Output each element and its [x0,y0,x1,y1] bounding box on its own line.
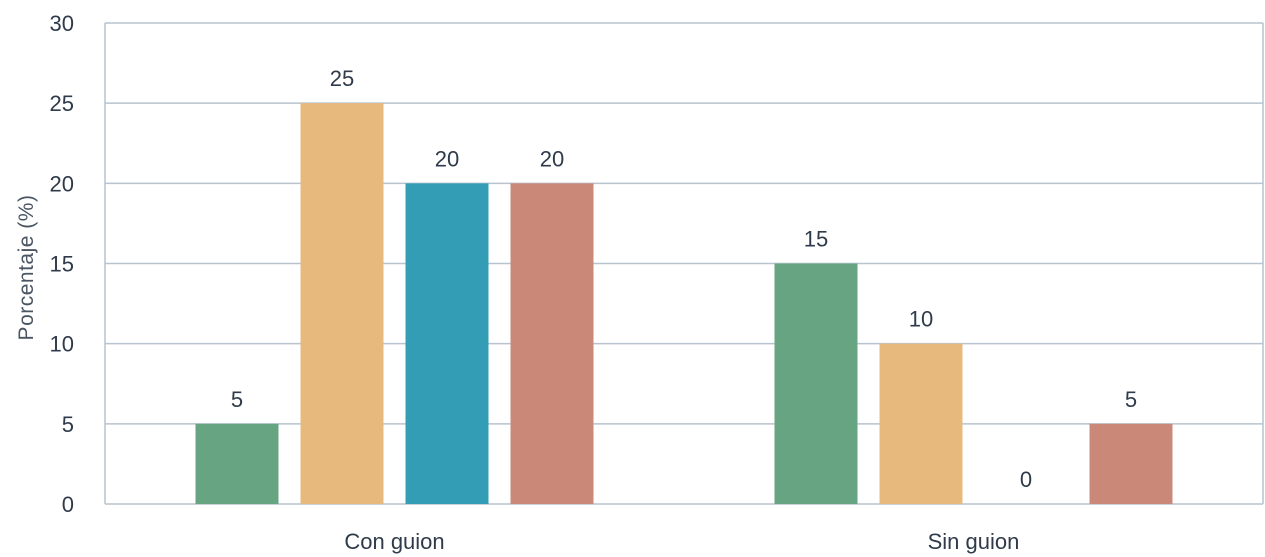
x-category-label: Con guion [344,529,444,554]
x-category-labels: Con guion Sin guion [344,529,1019,554]
data-label: 0 [1020,467,1032,492]
data-label: 20 [435,146,459,171]
bar [1089,423,1173,504]
data-label: 25 [330,66,354,91]
data-labels: 5 25 20 20 15 10 0 5 [231,66,1137,492]
bar [195,423,279,504]
grid-lines [104,22,1264,505]
x-category-label: Sin guion [928,529,1020,554]
bar [774,263,858,504]
y-axis-label: Porcentaje (%) [15,195,38,341]
bar [879,343,963,504]
y-tick-label: 10 [50,332,74,357]
data-label: 20 [540,146,564,171]
y-tick-label: 25 [50,91,74,116]
data-label: 5 [231,387,243,412]
y-tick-label: 0 [62,492,74,517]
y-tick-labels: 0 5 10 15 20 25 30 [50,11,74,517]
y-tick-label: 20 [50,171,74,196]
data-label: 15 [804,227,828,252]
bar [510,183,594,505]
bars [195,103,1173,505]
y-tick-label: 5 [62,412,74,437]
data-label: 10 [909,307,933,332]
data-label: 5 [1125,387,1137,412]
y-tick-label: 15 [50,252,74,277]
bar [300,103,384,505]
y-tick-label: 30 [50,11,74,36]
bar [405,183,489,505]
